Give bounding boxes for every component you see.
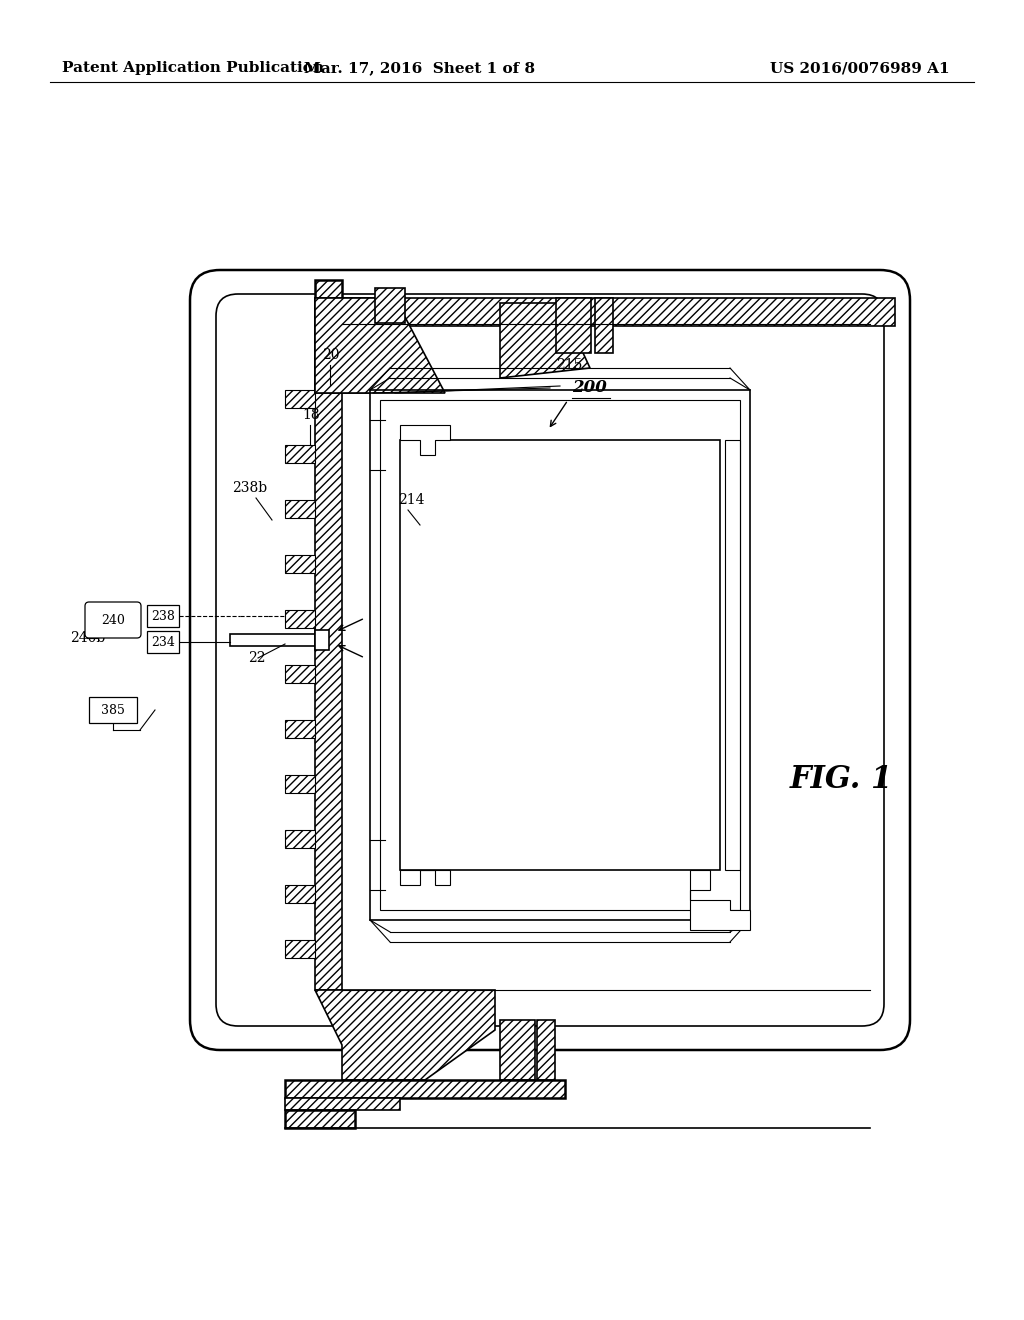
- Text: 22: 22: [248, 651, 265, 665]
- Text: FIG. 1: FIG. 1: [790, 764, 893, 796]
- Bar: [537, 1020, 555, 1080]
- Polygon shape: [400, 870, 450, 884]
- Bar: [285, 1080, 565, 1098]
- Bar: [147, 631, 179, 653]
- Text: US 2016/0076989 A1: US 2016/0076989 A1: [770, 61, 950, 75]
- Text: 238: 238: [152, 610, 175, 623]
- Bar: [380, 400, 740, 909]
- Bar: [285, 830, 315, 847]
- Polygon shape: [690, 870, 750, 931]
- FancyBboxPatch shape: [85, 602, 141, 638]
- Text: 240: 240: [101, 614, 125, 627]
- Polygon shape: [315, 298, 445, 393]
- Bar: [370, 318, 395, 376]
- Bar: [315, 298, 895, 326]
- Bar: [725, 440, 740, 870]
- Text: 385: 385: [101, 704, 125, 717]
- Bar: [500, 1020, 535, 1080]
- Polygon shape: [315, 990, 495, 1080]
- Bar: [315, 298, 370, 393]
- Text: 234: 234: [152, 635, 175, 648]
- Bar: [595, 298, 613, 352]
- Polygon shape: [400, 425, 450, 455]
- Bar: [285, 445, 315, 463]
- Text: 20: 20: [322, 348, 340, 362]
- Bar: [147, 605, 179, 627]
- Text: 240b: 240b: [70, 631, 105, 645]
- Bar: [285, 500, 315, 517]
- Text: 200: 200: [572, 380, 607, 396]
- Bar: [370, 389, 750, 920]
- Polygon shape: [500, 304, 590, 378]
- Text: 238b: 238b: [232, 480, 267, 495]
- Text: 18: 18: [302, 408, 319, 422]
- Bar: [230, 634, 315, 645]
- Bar: [315, 280, 342, 326]
- Text: 215: 215: [556, 358, 583, 372]
- Bar: [375, 288, 406, 323]
- Bar: [285, 610, 315, 628]
- Bar: [285, 719, 315, 738]
- Bar: [285, 389, 315, 408]
- Text: Mar. 17, 2016  Sheet 1 of 8: Mar. 17, 2016 Sheet 1 of 8: [304, 61, 536, 75]
- Bar: [400, 440, 720, 870]
- Bar: [285, 884, 315, 903]
- Bar: [285, 775, 315, 793]
- Bar: [315, 325, 342, 990]
- Bar: [285, 940, 315, 958]
- Bar: [285, 1110, 355, 1129]
- Bar: [315, 630, 329, 649]
- Bar: [285, 665, 315, 682]
- Bar: [285, 554, 315, 573]
- Bar: [285, 1098, 400, 1110]
- Bar: [89, 697, 137, 723]
- Text: 214: 214: [398, 492, 425, 507]
- Bar: [556, 298, 591, 352]
- Text: Patent Application Publication: Patent Application Publication: [62, 61, 324, 75]
